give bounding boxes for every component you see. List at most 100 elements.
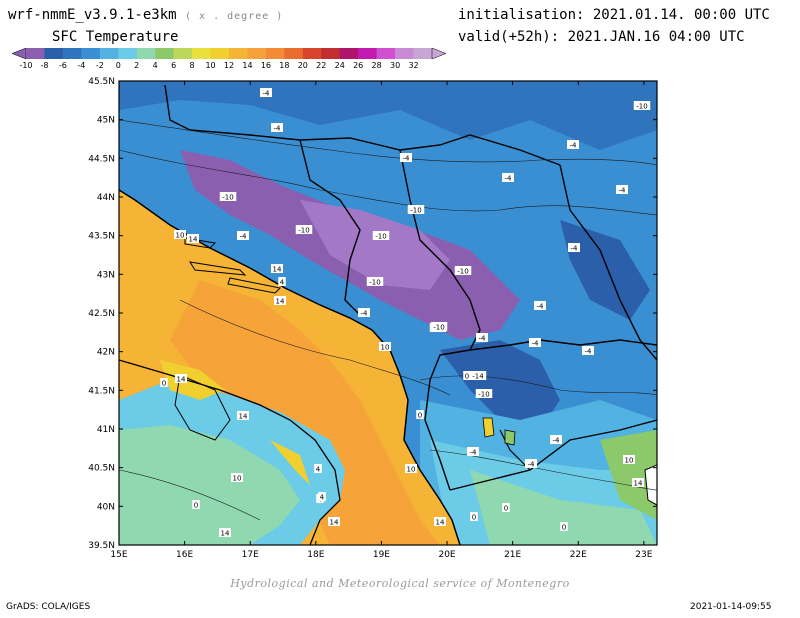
- contour-label-bg: [454, 266, 472, 275]
- contour-label-bg: [174, 230, 186, 239]
- colorbar-tick-label: -2: [96, 61, 104, 70]
- contour-label-bg: [434, 517, 446, 526]
- contour-label: -4: [263, 90, 271, 98]
- lat-tick-label: 39.5N: [88, 541, 115, 551]
- contour-label-bg: [237, 231, 249, 240]
- colorbar-swatch: [265, 48, 285, 59]
- contour-label-bg: [582, 346, 594, 355]
- contour-label-bg: [187, 234, 199, 243]
- field-title: SFC Temperature: [52, 29, 179, 45]
- credit-line: Hydrological and Meteorological service …: [230, 577, 570, 590]
- lat-tick-label: 43.5N: [88, 232, 115, 242]
- contour-label-bg: [467, 447, 479, 456]
- lat-tick-label: 42N: [97, 348, 115, 358]
- contour-label-bg: [175, 374, 187, 383]
- colorbar-tick-label: 8: [190, 61, 195, 70]
- contour-label: 4: [280, 279, 285, 287]
- contour-label: -10: [222, 194, 233, 202]
- contour-label: 14: [436, 519, 445, 527]
- colorbar-tick-label: 18: [279, 61, 289, 70]
- lon-tick-label: 16E: [176, 550, 193, 560]
- contour-label: 14: [330, 519, 339, 527]
- colorbar-swatch: [321, 48, 341, 59]
- contour-label: -4: [361, 310, 369, 318]
- contour-label-bg: [405, 464, 417, 473]
- contour-label-bg: [568, 243, 580, 252]
- contour-label: 0: [194, 502, 198, 510]
- colorbar-tick-label: 14: [242, 61, 252, 70]
- colorbar-arrow-high: [431, 47, 447, 60]
- colorbar-tick-label: -6: [59, 61, 67, 70]
- colorbar-tick-label: 16: [261, 61, 271, 70]
- lon-tick-label: 17E: [242, 550, 259, 560]
- contour-label-bg: [278, 277, 286, 286]
- colorbar-tick-label: 22: [316, 61, 326, 70]
- contour-label-bg: [502, 173, 514, 182]
- colorbar-swatch: [210, 48, 230, 59]
- contour-label: -10: [433, 324, 444, 332]
- colorbar-swatch: [44, 48, 64, 59]
- contour-label-bg: [219, 528, 231, 537]
- contour-label-bg: [463, 371, 471, 380]
- contour-label: -14: [472, 373, 484, 381]
- contour-label: -4: [532, 340, 540, 348]
- colorbar-tick-label: -8: [40, 61, 48, 70]
- colorbar-swatch: [302, 48, 322, 59]
- contour-label: -4: [479, 335, 487, 343]
- contour-label-bg: [633, 101, 651, 110]
- contour-label: -4: [553, 437, 561, 445]
- contour-label: 14: [634, 480, 643, 488]
- contour-label: -4: [585, 348, 593, 356]
- colorbar-tick-label: -10: [19, 61, 32, 70]
- contour-label: 14: [221, 530, 230, 538]
- contour-label-bg: [372, 231, 390, 240]
- contour-label-bg: [358, 308, 370, 317]
- colorbar-swatch: [173, 48, 193, 59]
- contour-label-bg: [295, 225, 313, 234]
- contour-label: 4: [316, 466, 321, 474]
- contour-label-bg: [525, 459, 537, 468]
- lon-tick-label: 23E: [635, 550, 652, 560]
- contour-label-bg: [271, 123, 283, 132]
- contour-label-bg: [616, 185, 628, 194]
- lon-tick-label: 19E: [373, 550, 390, 560]
- colorbar-swatch: [81, 48, 101, 59]
- contour-label: -4: [619, 187, 627, 195]
- contour-label: 10: [233, 475, 242, 483]
- lon-tick-label: 15E: [110, 550, 127, 560]
- contour-label-bg: [219, 192, 237, 201]
- contour-label: -10: [636, 103, 647, 111]
- contour-label-bg: [475, 389, 493, 398]
- contour-label-bg: [632, 478, 644, 487]
- contour-label-bg: [476, 333, 488, 342]
- contour-label: 14: [276, 298, 285, 306]
- contour-label: -10: [369, 279, 380, 287]
- colorbar-swatch: [376, 48, 396, 59]
- colorbar-tick-label: 2: [134, 61, 139, 70]
- lat-tick-label: 41.5N: [88, 386, 115, 396]
- colorbar-swatch: [358, 48, 377, 59]
- colorbar-swatch: [229, 48, 248, 59]
- colorbar-swatch: [247, 48, 267, 59]
- colorbar-tick-label: 6: [171, 61, 176, 70]
- software-label: GrADS: COLA/IGES: [6, 602, 91, 612]
- colorbar-swatch: [99, 48, 119, 59]
- init-time: initialisation: 2021.01.14. 00:00 UTC: [458, 7, 770, 23]
- contour-label: -4: [570, 142, 578, 150]
- contour-labels: -4 -4 -10 -4 -4 -4 -10 -10 -10 -4 -10 -10 -10 -4 -10 -4…: [160, 88, 651, 538]
- contour-label: -4: [528, 461, 536, 469]
- lat-tick-label: 40N: [97, 502, 115, 512]
- map-axes: 45.5N 45N 44.5N 44N 43.5N 43N 42.5N 42N 41.5N 41N…: [88, 77, 657, 560]
- contour-label-bg: [560, 522, 568, 531]
- contour-label-bg: [231, 473, 243, 482]
- colorbar-swatch: [118, 48, 138, 59]
- contour-label-bg: [567, 140, 579, 149]
- contour-label-bg: [534, 301, 546, 310]
- contour-label: 0: [162, 380, 166, 388]
- colorbar-swatch: [284, 48, 304, 59]
- valid-time: valid(+52h): 2021.JAN.16 04:00 UTC: [458, 29, 745, 45]
- contour-label-bg: [271, 264, 283, 273]
- model-title: wrf-nmmE_v3.9.1-e3km ( x . degree ): [8, 8, 283, 22]
- contour-label-bg: [502, 503, 510, 512]
